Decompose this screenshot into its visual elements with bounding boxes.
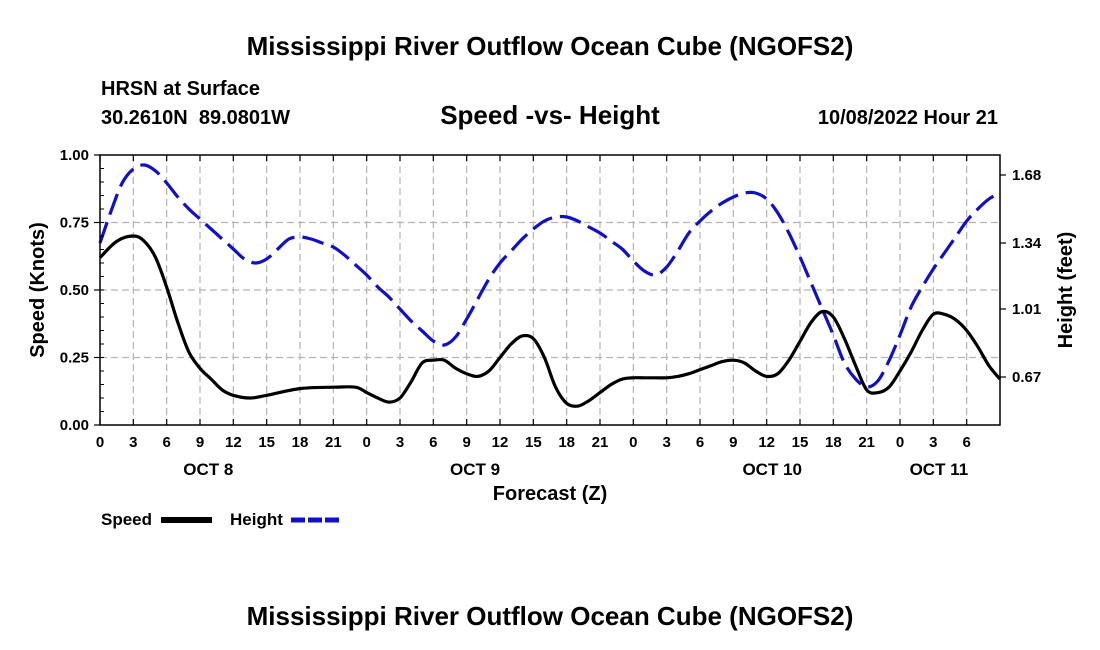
x-tick-label: 21 [592,434,609,451]
x-day-label: OCT 9 [450,460,500,479]
legend-speed-label: Speed [101,510,152,529]
grid-lines [100,155,1000,425]
x-tick-label: 0 [629,434,637,451]
series-line-speed [98,234,1002,408]
axes: 0 3 6 9 12 15 18 21 0 3 6 9 12 15 18 21 0 3 6 9 12 15 18 21 0 3 6O… [60,147,1042,479]
y-axis-label: Speed (Knots) [27,222,49,358]
chart-subtitle: Speed -vs- Height [440,100,660,130]
x-tick-label: 6 [696,434,704,451]
x-day-label: OCT 8 [183,460,233,479]
y2-axis-label: Height (feet) [1055,232,1077,349]
y-tick-label: 0.00 [60,417,89,434]
y2-tick-label: 1.34 [1012,235,1042,252]
x-tick-label: 0 [362,434,370,451]
y-tick-label: 1.00 [60,147,89,164]
x-tick-label: 12 [225,434,242,451]
series-line-height [98,163,1001,389]
x-tick-label: 0 [96,434,104,451]
station-label: HRSN at Surface [101,78,260,100]
y2-tick-label: 0.67 [1012,369,1041,386]
x-tick-label: 21 [325,434,342,451]
y-tick-label: 0.50 [60,282,89,299]
x-tick-label: 18 [558,434,575,451]
x-tick-label: 6 [429,434,437,451]
x-tick-label: 15 [258,434,275,451]
x-tick-label: 3 [929,434,937,451]
x-tick-label: 12 [758,434,775,451]
y2-tick-label: 1.01 [1012,301,1041,318]
x-day-label: OCT 10 [742,460,802,479]
y2-tick-label: 1.68 [1012,167,1041,184]
chart-title: Mississippi River Outflow Ocean Cube (NG… [247,31,854,61]
footer-title: Mississippi River Outflow Ocean Cube (NG… [247,601,854,631]
x-tick-label: 3 [129,434,137,451]
x-tick-label: 9 [462,434,470,451]
x-tick-label: 9 [196,434,204,451]
series-layer [98,163,1002,408]
y-tick-label: 0.75 [60,215,89,232]
forecast-timestamp: 10/08/2022 Hour 21 [818,107,998,129]
x-tick-label: 6 [962,434,970,451]
x-tick-label: 18 [825,434,842,451]
x-tick-label: 9 [729,434,737,451]
x-tick-label: 6 [162,434,170,451]
x-tick-label: 3 [662,434,670,451]
legend: Speed Height [101,510,342,529]
x-tick-label: 18 [292,434,309,451]
x-tick-label: 15 [792,434,809,451]
station-coords: 30.2610N 89.0801W [101,107,290,129]
legend-height-label: Height [230,510,283,529]
x-axis-label: Forecast (Z) [493,483,607,505]
x-tick-label: 0 [896,434,904,451]
x-tick-label: 12 [492,434,509,451]
x-day-label: OCT 11 [910,460,969,479]
x-tick-label: 3 [396,434,404,451]
x-tick-label: 21 [858,434,875,451]
y-tick-label: 0.25 [60,350,89,367]
x-tick-label: 15 [525,434,542,451]
